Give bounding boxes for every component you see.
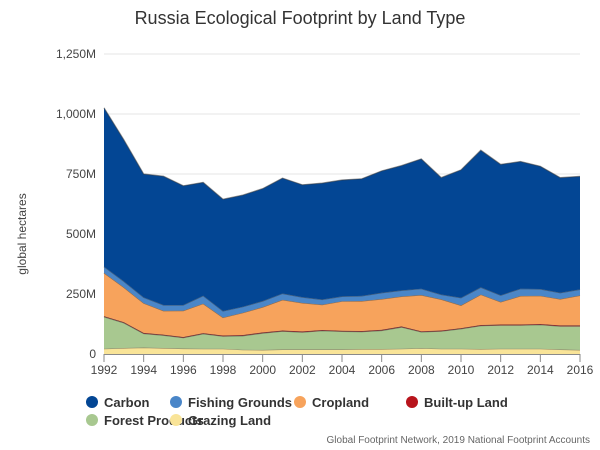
legend-item-carbon[interactable]: Carbon <box>86 395 150 410</box>
x-tick-label: 2000 <box>249 363 276 377</box>
area-fishing-grounds <box>104 266 580 318</box>
x-tick-label: 2006 <box>368 363 395 377</box>
x-tick-label: 2002 <box>289 363 316 377</box>
legend-marker <box>170 396 182 408</box>
y-tick-label: 1,000M <box>56 107 96 121</box>
chart-credit: Global Footprint Network, 2019 National … <box>327 435 590 446</box>
area-cropland <box>104 272 580 337</box>
legend-label: Grazing Land <box>188 413 271 428</box>
legend-label: Cropland <box>312 395 369 410</box>
area-carbon <box>104 107 580 311</box>
area-forest-products <box>104 316 580 350</box>
x-tick-label: 1998 <box>210 363 237 377</box>
x-tick-label: 2016 <box>567 363 594 377</box>
series-line-carbon <box>103 107 581 200</box>
x-tick-label: 1996 <box>170 363 197 377</box>
legend-item-cropland[interactable]: Cropland <box>294 395 369 410</box>
legend-item-fishing-grounds[interactable]: Fishing Grounds <box>170 395 292 410</box>
axis-layer: 0 250M 500M 750M 1,000M 1,250M 1992 1994 1996 199… <box>56 47 594 377</box>
y-tick-label: 750M <box>66 167 96 181</box>
legend-label: Carbon <box>104 395 150 410</box>
x-tick-label: 2008 <box>408 363 435 377</box>
area-layer <box>103 107 581 354</box>
y-axis-title: global hectares <box>15 193 29 274</box>
y-tick-label: 250M <box>66 287 96 301</box>
x-tick-label: 2012 <box>487 363 514 377</box>
legend-marker <box>86 396 98 408</box>
legend-item-forest-products[interactable]: Forest Products <box>86 413 204 428</box>
legend-item-grazing-land[interactable]: Grazing Land <box>170 413 271 428</box>
legend-item-built-up-land[interactable]: Built-up Land <box>406 395 508 410</box>
chart-title: Russia Ecological Footprint by Land Type <box>135 8 466 28</box>
y-tick-label: 0 <box>89 347 96 361</box>
y-tick-label: 1,250M <box>56 47 96 61</box>
legend-marker <box>86 414 98 426</box>
x-tick-label: 2010 <box>448 363 475 377</box>
x-tick-label: 1992 <box>91 363 118 377</box>
y-tick-label: 500M <box>66 227 96 241</box>
x-tick-label: 2014 <box>527 363 554 377</box>
legend-label: Fishing Grounds <box>188 395 292 410</box>
legend: Carbon Fishing Grounds Cropland Built-up La… <box>86 395 508 428</box>
legend-marker <box>170 414 182 426</box>
legend-label: Built-up Land <box>424 395 508 410</box>
x-tick-label: 2004 <box>329 363 356 377</box>
legend-marker <box>294 396 306 408</box>
legend-marker <box>406 396 418 408</box>
x-tick-label: 1994 <box>130 363 157 377</box>
